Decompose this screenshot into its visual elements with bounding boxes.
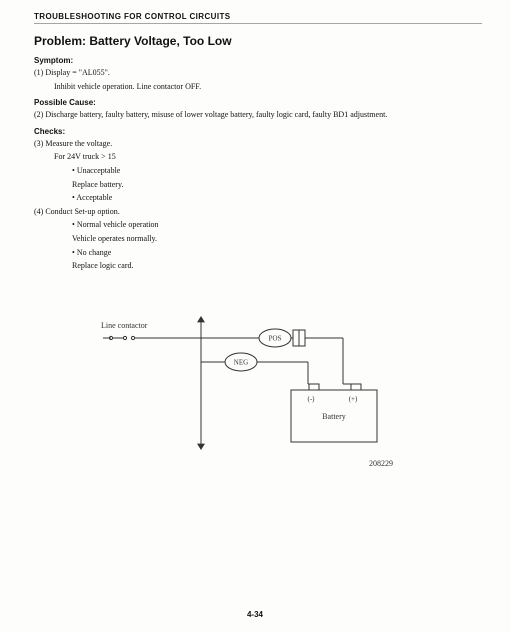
svg-text:Battery: Battery	[322, 412, 346, 421]
cause-item: (2) Discharge battery, faulty battery, m…	[34, 109, 482, 121]
svg-text:208229: 208229	[369, 459, 393, 468]
symptom-line2: Inhibit vehicle operation. Line contacto…	[34, 81, 482, 93]
symptom-item-no: (1)	[34, 68, 43, 77]
page-number: 4-34	[0, 610, 510, 619]
check3-sub1: For 24V truck > 15	[34, 151, 482, 163]
check4-no: (4)	[34, 207, 43, 216]
svg-text:Line contactor: Line contactor	[101, 321, 148, 330]
check3-bullet1: Unacceptable	[34, 165, 482, 177]
svg-text:POS: POS	[269, 334, 282, 342]
check3-no: (3)	[34, 139, 43, 148]
check3-bullet2: Acceptable	[34, 192, 482, 204]
check4-bullet2-result: Replace logic card.	[34, 260, 482, 272]
check4-bullet1-result: Vehicle operates normally.	[34, 233, 482, 245]
cause-heading: Possible Cause:	[34, 98, 482, 107]
check4-bullet1: Normal vehicle operation	[34, 219, 482, 231]
circuit-diagram: Line contactor POS NEG (-) (+) Battery 208229	[93, 290, 423, 480]
cause-text: Discharge battery, faulty battery, misus…	[45, 110, 387, 119]
cause-item-no: (2)	[34, 110, 43, 119]
checks-heading: Checks:	[34, 127, 482, 136]
problem-title: Problem: Battery Voltage, Too Low	[34, 34, 482, 48]
check4-line: Conduct Set-up option.	[45, 207, 119, 216]
check4: (4) Conduct Set-up option.	[34, 206, 482, 218]
symptom-heading: Symptom:	[34, 56, 482, 65]
svg-text:(-): (-)	[308, 395, 316, 403]
check3: (3) Measure the voltage.	[34, 138, 482, 150]
page: TROUBLESHOOTING FOR CONTROL CIRCUITS Pro…	[0, 0, 510, 633]
symptom-line1: Display = "AL055".	[45, 68, 110, 77]
svg-text:NEG: NEG	[234, 358, 248, 366]
check3-bullet1-result: Replace battery.	[34, 179, 482, 191]
doc-header: TROUBLESHOOTING FOR CONTROL CIRCUITS	[34, 12, 482, 24]
check3-line: Measure the voltage.	[45, 139, 112, 148]
svg-text:(+): (+)	[349, 395, 358, 403]
symptom-item: (1) Display = "AL055".	[34, 67, 482, 79]
check4-bullet2: No change	[34, 247, 482, 259]
diagram-wrap: Line contactor POS NEG (-) (+) Battery 208229	[34, 290, 482, 480]
